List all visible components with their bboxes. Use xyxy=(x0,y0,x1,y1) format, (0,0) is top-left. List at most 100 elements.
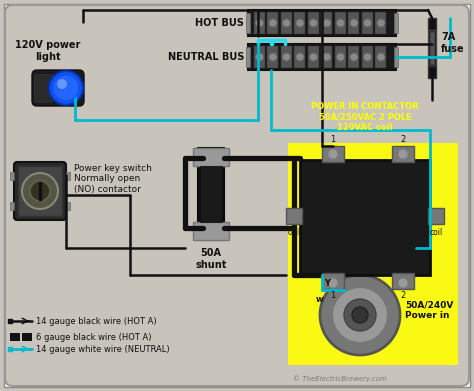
Text: Power key switch
Normally open
(NO) contactor: Power key switch Normally open (NO) cont… xyxy=(74,164,152,194)
Bar xyxy=(281,46,292,68)
Bar xyxy=(392,273,414,289)
Text: 50A
shunt: 50A shunt xyxy=(195,248,227,270)
Bar xyxy=(348,12,359,34)
Circle shape xyxy=(283,19,291,27)
Circle shape xyxy=(350,53,358,61)
Bar xyxy=(335,12,346,34)
Text: 50A/240V
Power in: 50A/240V Power in xyxy=(405,300,453,320)
Bar xyxy=(10,333,20,341)
Bar xyxy=(254,12,265,34)
Bar xyxy=(428,18,436,30)
Circle shape xyxy=(323,19,331,27)
Text: Y: Y xyxy=(324,278,330,287)
Bar xyxy=(267,46,279,68)
Bar xyxy=(246,13,250,33)
Text: 1: 1 xyxy=(330,291,336,300)
Circle shape xyxy=(296,19,304,27)
Circle shape xyxy=(352,307,368,323)
Bar xyxy=(18,166,62,216)
Circle shape xyxy=(53,75,79,101)
Bar xyxy=(348,46,359,68)
Text: 120V power
light: 120V power light xyxy=(15,40,81,62)
Circle shape xyxy=(57,79,67,89)
Bar xyxy=(200,166,222,222)
Bar xyxy=(335,46,346,68)
Bar xyxy=(362,12,373,34)
Circle shape xyxy=(296,53,304,61)
Circle shape xyxy=(269,53,277,61)
Text: 14 gauge white wire (NEUTRAL): 14 gauge white wire (NEUTRAL) xyxy=(36,344,170,353)
Bar xyxy=(10,172,14,180)
Text: 2: 2 xyxy=(401,136,406,145)
Text: w: w xyxy=(316,296,324,305)
Bar xyxy=(281,12,292,34)
Bar xyxy=(34,74,52,102)
Bar xyxy=(428,30,436,66)
Bar xyxy=(193,148,229,166)
Bar xyxy=(294,46,306,68)
Bar xyxy=(428,208,444,224)
Bar xyxy=(322,146,344,162)
Circle shape xyxy=(350,19,358,27)
Circle shape xyxy=(328,149,338,159)
Bar xyxy=(394,47,398,67)
Circle shape xyxy=(283,53,291,61)
Bar xyxy=(246,47,250,67)
Text: coil: coil xyxy=(287,228,301,237)
Bar xyxy=(248,10,396,36)
Bar xyxy=(288,143,458,365)
Circle shape xyxy=(320,275,400,355)
Circle shape xyxy=(364,19,372,27)
Circle shape xyxy=(310,53,318,61)
Circle shape xyxy=(337,53,345,61)
Text: 6 gauge black wire (HOT A): 6 gauge black wire (HOT A) xyxy=(36,332,152,341)
Text: 1: 1 xyxy=(330,136,336,145)
Circle shape xyxy=(332,287,388,343)
FancyBboxPatch shape xyxy=(32,70,84,106)
Bar xyxy=(321,12,332,34)
Text: 14 gauge black wire (HOT A): 14 gauge black wire (HOT A) xyxy=(36,316,156,325)
Circle shape xyxy=(377,53,385,61)
Circle shape xyxy=(364,53,372,61)
Circle shape xyxy=(255,19,264,27)
Text: HOT BUS: HOT BUS xyxy=(195,18,244,28)
Circle shape xyxy=(328,278,338,288)
Bar xyxy=(198,148,224,240)
Text: POWER IN CONTACTOR
50A/250VAC 2 POLE
120VAC coil: POWER IN CONTACTOR 50A/250VAC 2 POLE 120… xyxy=(311,102,419,132)
Text: 7A
fuse: 7A fuse xyxy=(441,32,465,54)
Circle shape xyxy=(323,53,331,61)
Bar xyxy=(10,202,14,210)
Text: NEUTRAL BUS: NEUTRAL BUS xyxy=(168,52,244,62)
Bar xyxy=(321,46,332,68)
FancyBboxPatch shape xyxy=(14,162,66,220)
Bar xyxy=(300,160,430,275)
Bar xyxy=(294,12,306,34)
Text: coil: coil xyxy=(429,228,443,237)
Bar xyxy=(375,12,386,34)
Circle shape xyxy=(398,149,408,159)
Circle shape xyxy=(30,181,50,201)
Bar xyxy=(394,13,398,33)
Text: 2: 2 xyxy=(401,291,406,300)
Bar xyxy=(66,202,70,210)
Bar xyxy=(322,273,344,289)
Bar xyxy=(254,46,265,68)
Bar xyxy=(308,46,319,68)
Bar xyxy=(286,208,302,224)
Bar xyxy=(267,12,279,34)
Bar xyxy=(430,32,434,64)
Circle shape xyxy=(398,278,408,288)
Circle shape xyxy=(337,19,345,27)
Circle shape xyxy=(269,19,277,27)
Bar xyxy=(248,44,396,70)
Bar xyxy=(193,222,229,240)
Bar xyxy=(392,146,414,162)
Text: © TheElectricBrewery.com: © TheElectricBrewery.com xyxy=(293,375,387,382)
Bar xyxy=(362,46,373,68)
Bar xyxy=(375,46,386,68)
Circle shape xyxy=(22,173,58,209)
Bar xyxy=(428,66,436,78)
Circle shape xyxy=(49,71,83,105)
Circle shape xyxy=(344,299,376,331)
Bar xyxy=(66,172,70,180)
